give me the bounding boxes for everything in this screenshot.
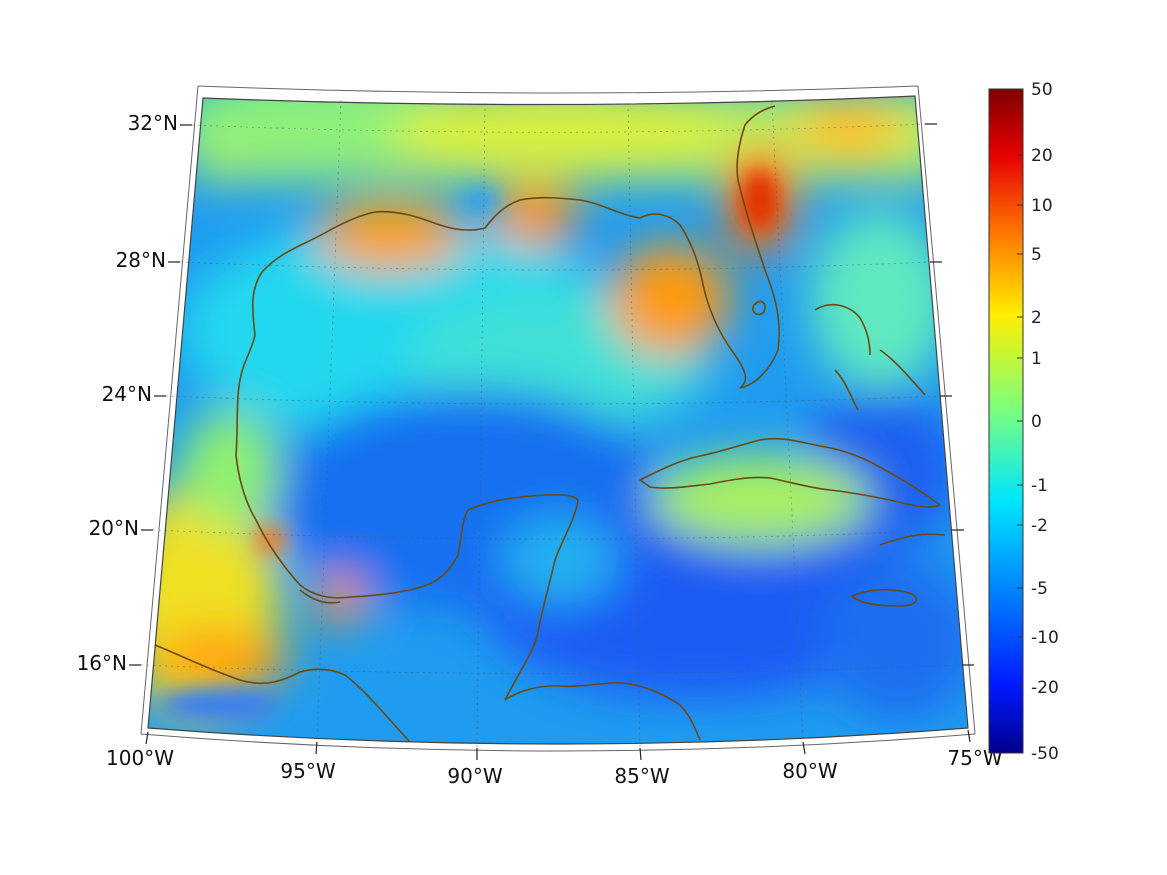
colorbar-tick-label: 5 bbox=[1031, 245, 1042, 265]
colorbar-tick-label: -50 bbox=[1031, 744, 1059, 764]
colorbar-tick-label: 20 bbox=[1031, 146, 1053, 166]
lon-label: 80°W bbox=[782, 759, 837, 783]
northern-gulf-coastline bbox=[329, 196, 747, 389]
graticule bbox=[140, 99, 963, 749]
map-frame bbox=[129, 85, 976, 761]
lat-label: 24°N bbox=[102, 382, 152, 406]
lat-label: 16°N bbox=[77, 651, 127, 675]
colorbar-tick-label: 10 bbox=[1031, 196, 1053, 216]
cuba-coastline bbox=[639, 437, 941, 508]
coastlines bbox=[154, 105, 946, 743]
colorbar-tick-label: 2 bbox=[1031, 308, 1042, 328]
colorbar-tick-label: -2 bbox=[1031, 516, 1048, 536]
colorbar-tick-label: 0 bbox=[1031, 412, 1042, 432]
lon-label: 90°W bbox=[447, 764, 502, 788]
colorbar-tick-label: 1 bbox=[1031, 349, 1042, 369]
colorbar-tick-label: 50 bbox=[1031, 80, 1053, 100]
lon-label: 100°W bbox=[106, 746, 174, 770]
colorbar-tick-label: -1 bbox=[1031, 476, 1048, 496]
central-america-coastline bbox=[504, 682, 701, 741]
anomaly-field bbox=[148, 96, 968, 744]
colorbar-tick-label: -20 bbox=[1031, 678, 1059, 698]
jamaica-coastline bbox=[851, 588, 918, 607]
lon-label: 95°W bbox=[280, 759, 335, 783]
lon-label: 85°W bbox=[614, 764, 669, 788]
longitude-labels: 100°W 95°W 90°W 85°W 80°W 75°W bbox=[106, 746, 1003, 788]
latitude-labels: 32°N 28°N 24°N 20°N 16°N bbox=[77, 111, 178, 675]
lat-label: 32°N bbox=[128, 111, 178, 135]
colorbar-tick-label: -5 bbox=[1031, 579, 1048, 599]
gulf-coastline bbox=[235, 229, 579, 701]
florida-atlantic-coastline bbox=[736, 105, 780, 389]
lat-label: 20°N bbox=[89, 516, 139, 540]
colorbar-tick-label: -10 bbox=[1031, 628, 1059, 648]
lat-label: 28°N bbox=[116, 248, 166, 272]
